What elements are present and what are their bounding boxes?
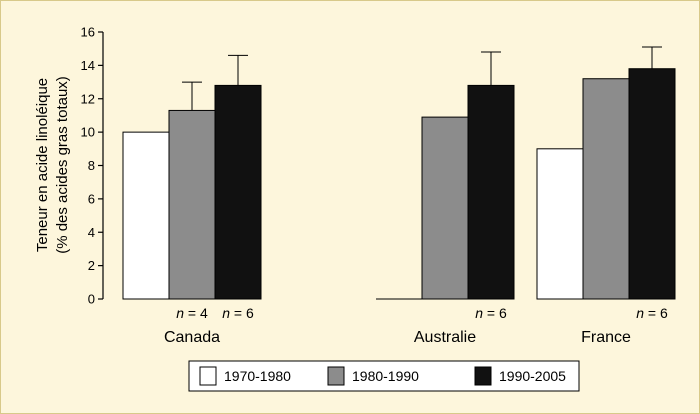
y-tick-label: 10 <box>81 125 95 140</box>
legend-label-1990-2005: 1990-2005 <box>499 368 566 384</box>
y-tick-label: 14 <box>81 58 95 73</box>
y-tick-label: 16 <box>81 25 95 40</box>
legend-swatch-1980-1990 <box>327 366 345 386</box>
y-axis-label-line1: Teneur en acide linoléique <box>34 78 51 252</box>
y-axis-label-line2: (% des acides gras totaux) <box>54 76 71 254</box>
bar-australie-1990-2005 <box>467 84 515 300</box>
y-tick-label: 12 <box>81 91 95 106</box>
n-label: n = 4 <box>176 305 208 321</box>
legend-label-1980-1990: 1980-1990 <box>352 368 419 384</box>
y-tick-label: 4 <box>88 225 95 240</box>
bar-canada-1970-1980 <box>122 131 170 300</box>
y-tick-label: 0 <box>88 292 95 307</box>
legend-swatch-1970-1980 <box>199 366 217 386</box>
bar-france-1970-1980 <box>536 148 584 300</box>
category-label-france: France <box>581 329 631 346</box>
legend-label-1970-1980: 1970-1980 <box>224 368 291 384</box>
y-tick-label: 6 <box>88 191 95 206</box>
category-label-canada: Canada <box>164 329 220 346</box>
bar-france-1980-1990 <box>582 78 630 300</box>
bar-canada-1990-2005 <box>214 84 262 300</box>
legend-box <box>188 360 580 392</box>
category-label-australie: Australie <box>414 329 476 346</box>
y-tick-label: 2 <box>88 258 95 273</box>
bar-canada-1980-1990 <box>168 109 216 300</box>
n-label: n = 6 <box>222 305 254 321</box>
n-label: n = 6 <box>475 305 507 321</box>
n-label: n = 6 <box>636 305 668 321</box>
y-tick-label: 8 <box>88 158 95 173</box>
bar-australie-1980-1990 <box>421 116 469 300</box>
bar-france-1990-2005 <box>628 68 676 300</box>
legend-swatch-1990-2005 <box>474 366 492 386</box>
